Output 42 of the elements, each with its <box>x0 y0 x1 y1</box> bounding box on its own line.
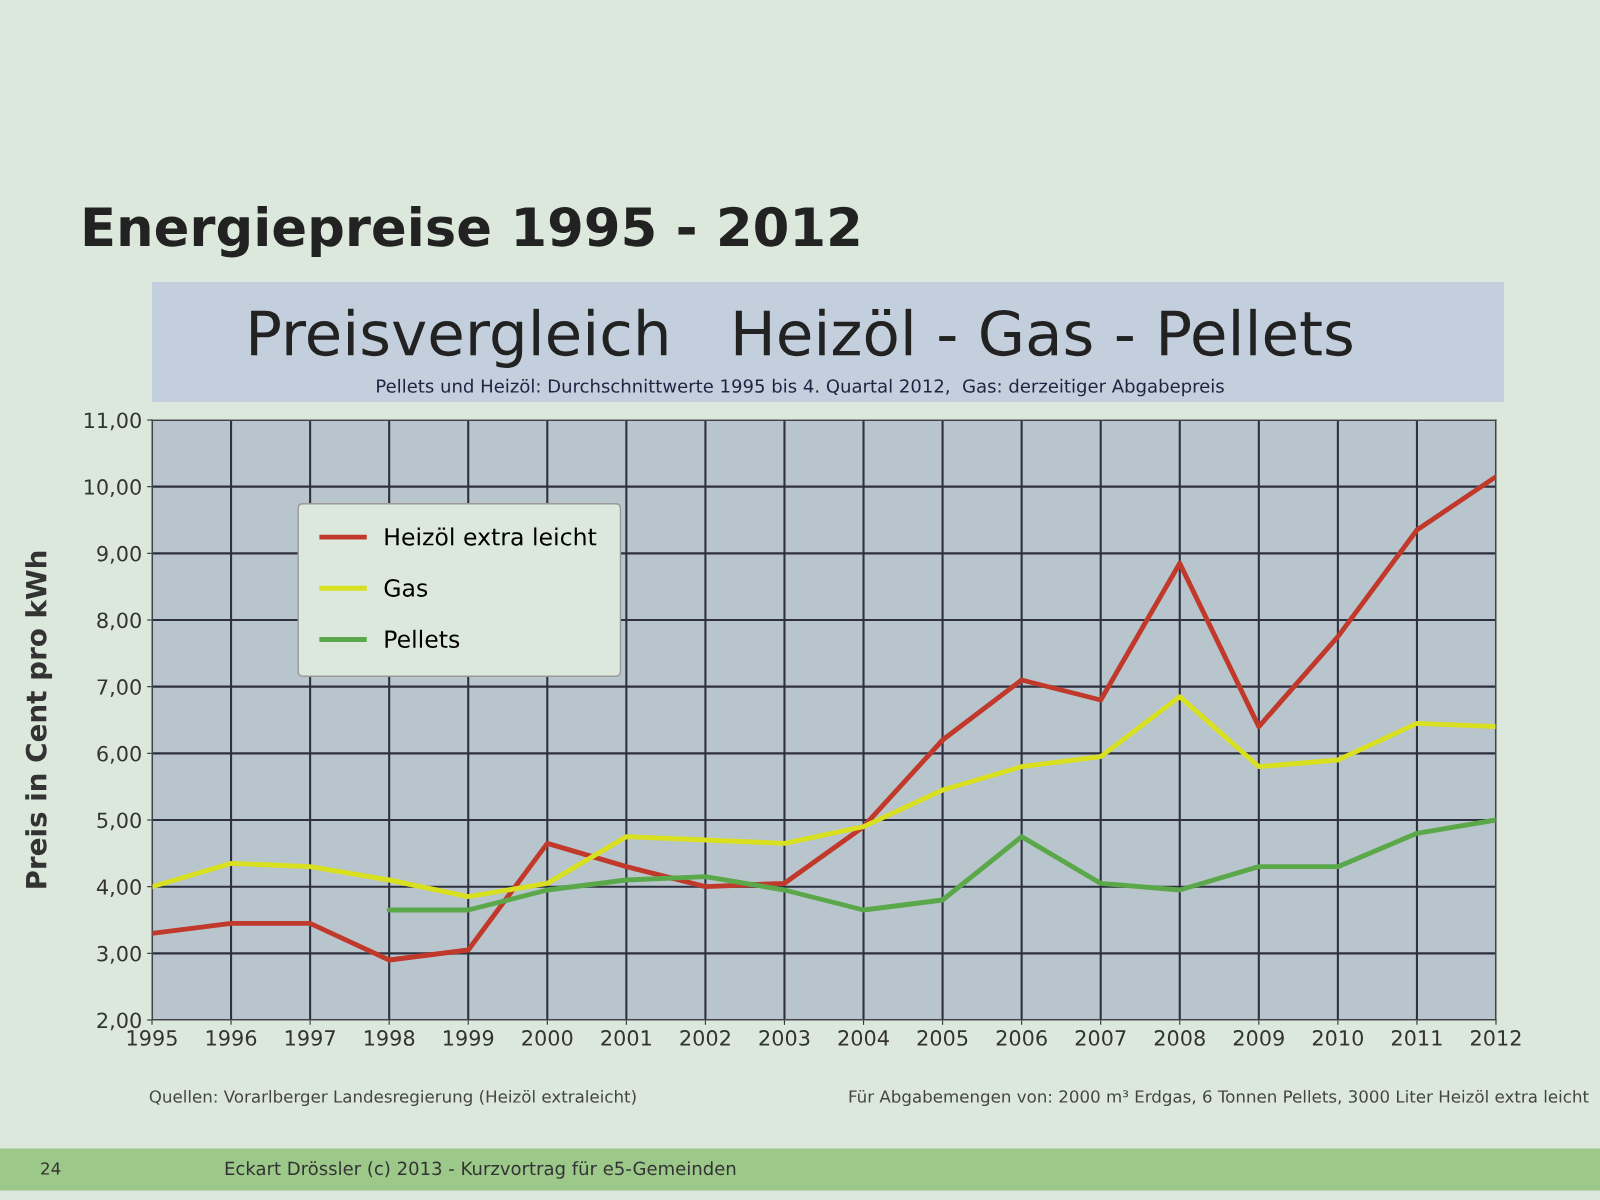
legend-label: Gas <box>384 579 428 597</box>
y-tick-label: 7,00 <box>97 679 141 697</box>
text: 24 <box>41 1162 61 1175</box>
chart-title: Energiepreise 1995 - 2012 <box>84 205 859 258</box>
y-axis-title: Preis in Cent pro kWh <box>25 551 53 888</box>
text: Eckart Drössler (c) 2013 - Kurzvortrag für e5-Gemeinden <box>225 1161 736 1179</box>
line-series <box>386 817 1496 913</box>
text: Pellets und Heizöl: Durchschnittwerte 1995 bis 4. Quartal 2012, Gas: derzeitiger Abgabepreis <box>377 378 1224 397</box>
y-tick-label: 4,00 <box>96 879 141 897</box>
x-tick-label: 2005 <box>917 1030 968 1046</box>
x-tick-label: 2011 <box>1391 1030 1442 1046</box>
x-tick-label: 2008 <box>1154 1030 1205 1046</box>
x-tick-label: 1998 <box>364 1030 415 1046</box>
y-tick-label: 6,00 <box>97 745 141 764</box>
y-tick-label: 9,00 <box>97 545 141 564</box>
x-tick-label: 1997 <box>285 1030 335 1046</box>
x-tick-label: 2006 <box>996 1030 1047 1046</box>
legend-label: Heizöl extra leicht <box>385 527 597 546</box>
y-tick-label: 3,00 <box>97 945 141 964</box>
source-note: Quellen: Vorarlberger Landesregierung (Heizöl extraleicht) <box>149 1089 636 1107</box>
x-tick-label: 2012 <box>1471 1030 1521 1046</box>
x-tick-label: 2003 <box>759 1030 810 1046</box>
x-tick-label: 1996 <box>206 1030 257 1046</box>
line-series <box>152 474 1496 963</box>
y-tick-label: 2,00 <box>97 1012 141 1031</box>
y-tick-label: 8,00 <box>97 612 141 631</box>
x-tick-label: 2001 <box>601 1030 651 1046</box>
y-tick-label: 5,00 <box>97 812 141 831</box>
x-tick-label: 2002 <box>680 1030 730 1046</box>
x-tick-label: 2007 <box>1075 1030 1126 1046</box>
chart-subtitle: Preisvergleich Heizöl - Gas - Pellets <box>251 308 1352 368</box>
y-tick-label: 11,00 <box>84 412 141 431</box>
y-tick-label: 10,00 <box>84 479 141 497</box>
x-tick-label: 2009 <box>1233 1030 1284 1046</box>
x-tick-label: 2004 <box>838 1030 889 1046</box>
x-tick-label: 2010 <box>1312 1030 1364 1046</box>
x-tick-label: 2000 <box>522 1030 573 1046</box>
line-series <box>152 694 1496 900</box>
text: Für Abgabemengen von: 2000 m³ Erdgas, 6 Tonnen Pellets, 3000 Liter Heizöl extra leicht <box>849 1089 1589 1107</box>
legend-label: Pellets <box>385 629 460 649</box>
x-tick-label: 1995 <box>127 1030 177 1046</box>
x-tick-label: 1999 <box>444 1030 494 1046</box>
